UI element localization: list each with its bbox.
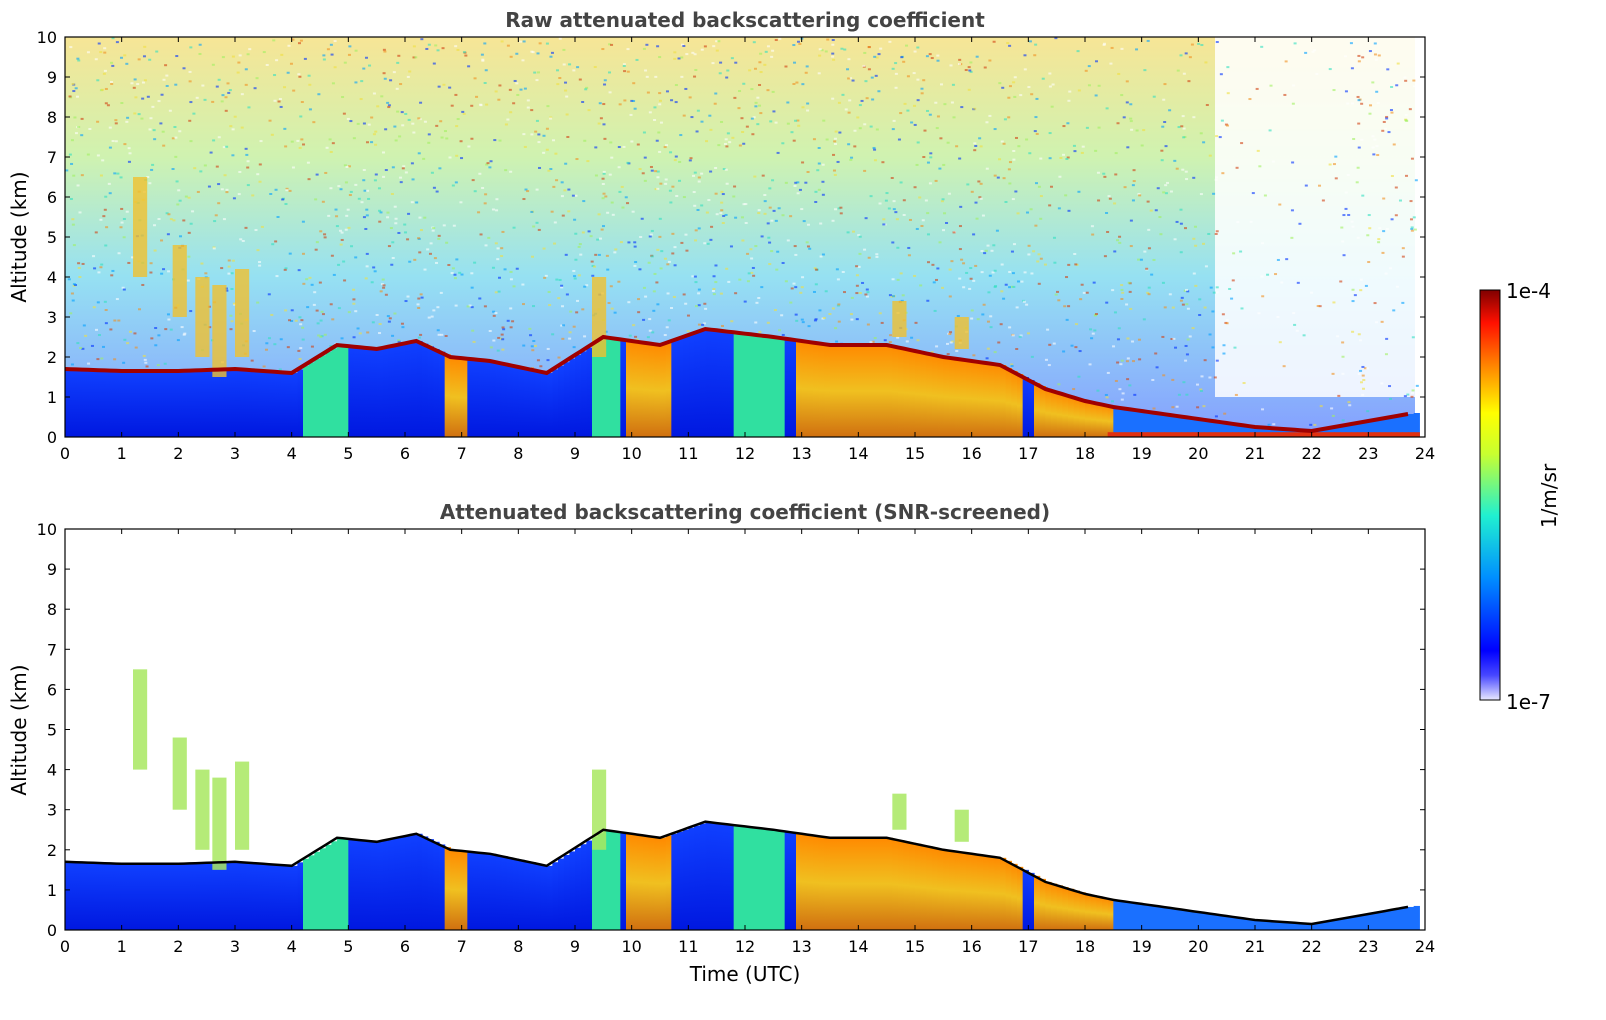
panel-raw-title: Raw attenuated backscattering coefficien… (505, 8, 985, 32)
x-tick-label: 6 (400, 937, 410, 956)
panel-raw-y-axis: 0 1 2 3 4 5 6 7 8 9 10 (37, 28, 1425, 447)
y-tick-label: 4 (47, 268, 57, 287)
panel-screened-heatmap (65, 669, 1420, 930)
y-tick-label: 6 (47, 680, 57, 699)
colorbar-max-label: 1e-4 (1506, 279, 1551, 303)
x-tick-label: 7 (457, 444, 467, 463)
x-tick-label: 21 (1245, 444, 1265, 463)
x-tick-label: 17 (1018, 444, 1038, 463)
y-tick-label: 2 (47, 348, 57, 367)
x-tick-label: 1 (117, 937, 127, 956)
x-tick-label: 23 (1358, 937, 1378, 956)
x-tick-label: 24 (1415, 444, 1435, 463)
x-tick-label: 17 (1018, 937, 1038, 956)
x-tick-label: 16 (961, 937, 981, 956)
x-tick-label: 7 (457, 937, 467, 956)
x-tick-label: 13 (791, 444, 811, 463)
panel-raw-heatmap (65, 37, 1425, 437)
y-tick-label: 6 (47, 188, 57, 207)
x-tick-label: 9 (570, 937, 580, 956)
x-tick-label: 23 (1358, 444, 1378, 463)
x-tick-label: 11 (678, 444, 698, 463)
colorbar-unit-label: 1/m/sr (1537, 463, 1561, 528)
panel-screened-title: Attenuated backscattering coefficient (S… (440, 500, 1050, 524)
panel-screened: Attenuated backscattering coefficient (S… (7, 500, 1435, 986)
colorbar-gradient (1479, 289, 1501, 701)
x-tick-label: 5 (343, 937, 353, 956)
x-tick-label: 18 (1075, 444, 1095, 463)
x-tick-label: 21 (1245, 937, 1265, 956)
y-tick-label: 9 (47, 560, 57, 579)
panel-raw-ylabel: Altitude (km) (7, 171, 31, 302)
x-tick-label: 18 (1075, 937, 1095, 956)
x-tick-label: 10 (621, 937, 641, 956)
panel-screened-ylabel: Altitude (km) (7, 664, 31, 795)
colorbar-min-label: 1e-7 (1506, 690, 1551, 714)
y-tick-label: 8 (47, 108, 57, 127)
y-tick-label: 4 (47, 761, 57, 780)
x-tick-label: 22 (1301, 937, 1321, 956)
y-tick-label: 9 (47, 68, 57, 87)
x-tick-label: 5 (343, 444, 353, 463)
x-tick-label: 14 (848, 444, 868, 463)
x-tick-label: 22 (1301, 444, 1321, 463)
y-tick-label: 5 (47, 721, 57, 740)
x-tick-label: 14 (848, 937, 868, 956)
x-tick-label: 19 (1131, 937, 1151, 956)
x-tick-label: 3 (230, 937, 240, 956)
y-tick-label: 7 (47, 148, 57, 167)
y-tick-label: 8 (47, 600, 57, 619)
x-tick-label: 6 (400, 444, 410, 463)
y-tick-label: 5 (47, 228, 57, 247)
x-tick-label: 2 (173, 937, 183, 956)
boundary-layer-top-line (65, 326, 1409, 434)
boundary-layer-top-line-screened (65, 820, 1409, 926)
x-tick-label: 0 (60, 444, 70, 463)
y-tick-label: 1 (47, 881, 57, 900)
x-tick-label: 13 (791, 937, 811, 956)
x-tick-label: 20 (1188, 937, 1208, 956)
x-tick-label: 12 (735, 937, 755, 956)
x-tick-label: 0 (60, 937, 70, 956)
x-tick-label: 8 (513, 444, 523, 463)
colorbar: 1e-4 1e-7 1/m/sr (1479, 279, 1561, 714)
panel-raw: Raw attenuated backscattering coefficien… (7, 8, 1435, 463)
x-tick-label: 12 (735, 444, 755, 463)
y-tick-label: 0 (47, 428, 57, 447)
x-tick-label: 16 (961, 444, 981, 463)
x-tick-label: 3 (230, 444, 240, 463)
x-tick-label: 4 (287, 937, 297, 956)
panel-raw-x-axis: 0 1 2 3 4 5 6 7 8 9 10 11 12 13 14 15 16 17 18 19 20 21 22 23 24 (60, 37, 1435, 463)
y-tick-label: 1 (47, 388, 57, 407)
x-tick-label: 4 (287, 444, 297, 463)
x-tick-label: 2 (173, 444, 183, 463)
x-tick-label: 11 (678, 937, 698, 956)
y-tick-label: 0 (47, 921, 57, 940)
x-tick-label: 8 (513, 937, 523, 956)
panel-screened-y-axis: 0 1 2 3 4 5 6 7 8 9 10 (37, 520, 1425, 940)
y-tick-label: 10 (37, 28, 57, 47)
x-tick-label: 19 (1131, 444, 1151, 463)
x-tick-label: 9 (570, 444, 580, 463)
y-tick-label: 3 (47, 308, 57, 327)
x-tick-label: 10 (621, 444, 641, 463)
x-tick-label: 15 (905, 444, 925, 463)
x-tick-label: 1 (117, 444, 127, 463)
panel-screened-x-axis: 0 1 2 3 4 5 6 7 8 9 10 11 12 13 14 15 16 17 18 19 20 21 22 23 24 (60, 529, 1435, 956)
y-tick-label: 2 (47, 841, 57, 860)
y-tick-label: 7 (47, 640, 57, 659)
x-tick-label: 24 (1415, 937, 1435, 956)
x-tick-label: 15 (905, 937, 925, 956)
y-tick-label: 10 (37, 520, 57, 539)
x-tick-label: 20 (1188, 444, 1208, 463)
y-tick-label: 3 (47, 801, 57, 820)
panel-screened-xlabel: Time (UTC) (689, 962, 801, 986)
